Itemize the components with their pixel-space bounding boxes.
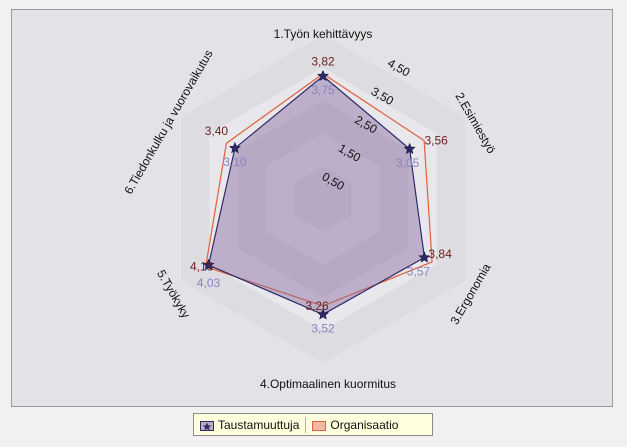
- data-point-series-1: [317, 308, 329, 320]
- legend-entry-series-2: Organisaatio: [312, 418, 398, 432]
- axis-label-1: 1.Työn kehittävyys: [274, 27, 373, 41]
- series-polygon-2: [205, 72, 433, 307]
- data-label-series-1: 3,52: [311, 321, 335, 335]
- data-label-series-2: 4,13: [190, 260, 214, 274]
- data-point-series-1: [317, 69, 329, 82]
- data-label-series-1: 4,03: [197, 276, 221, 290]
- axis-label-4: 4.Optimaalinen kuormitus: [260, 377, 396, 391]
- data-label-series-2: 3,26: [305, 299, 329, 313]
- grid-rings: [180, 35, 466, 363]
- legend-label-series-2: Organisaatio: [330, 417, 399, 432]
- data-label-series-1: 3,57: [407, 265, 431, 279]
- legend: Taustamuuttuja Organisaatio: [193, 413, 433, 436]
- data-point-series-1: [403, 142, 416, 155]
- legend-label-series-1: Taustamuuttuja: [218, 417, 300, 432]
- series-layer: [202, 69, 433, 320]
- data-point-series-1: [202, 258, 215, 271]
- data-point-series-1: [228, 141, 241, 154]
- data-label-series-2: 3,56: [424, 134, 448, 148]
- legend-swatch-series-1: [200, 420, 214, 431]
- data-label-series-1: 3,75: [311, 83, 335, 97]
- data-label-series-1: 3,05: [396, 156, 420, 170]
- data-label-series-2: 3,82: [311, 55, 335, 69]
- data-label-series-2: 3,84: [428, 247, 452, 261]
- legend-divider: [305, 416, 307, 433]
- grid-ring: [294, 166, 352, 232]
- legend-swatch-series-2: [312, 420, 327, 431]
- data-point-series-1: [418, 251, 431, 263]
- data-label-series-2: 3,40: [205, 124, 229, 138]
- data-label-series-1: 3,10: [223, 155, 247, 169]
- legend-entry-series-1: Taustamuuttuja: [200, 418, 299, 432]
